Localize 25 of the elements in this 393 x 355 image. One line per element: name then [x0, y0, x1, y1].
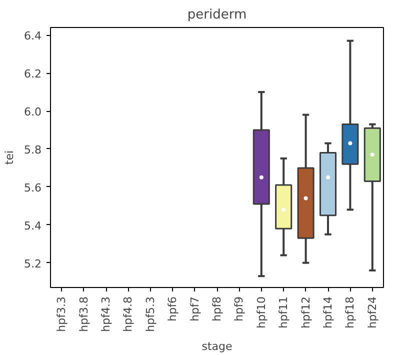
x-axis-title: stage — [202, 340, 232, 353]
x-tick-label: hpf11 — [277, 296, 290, 328]
x-tick-label: hpf9 — [232, 296, 246, 322]
y-axis-title: tei — [3, 150, 16, 165]
x-tick-label: hpf4.8 — [122, 296, 135, 332]
y-tick-label: 6.4 — [24, 30, 42, 43]
x-tick-label: hpf18 — [344, 296, 357, 328]
x-tick-label: hpf24 — [366, 296, 379, 328]
chart-title: periderm — [187, 8, 247, 22]
x-tick-label: hpf12 — [299, 296, 312, 328]
y-tick-label: 5.4 — [24, 219, 42, 232]
x-tick-label: hpf8 — [210, 296, 224, 322]
x-tick-label: hpf6 — [166, 296, 180, 322]
x-tick-label: hpf5.3 — [144, 296, 157, 332]
x-tick-label: hpf3.8 — [77, 296, 90, 332]
y-tick-label: 5.6 — [24, 181, 42, 194]
y-tick-label: 5.2 — [24, 257, 42, 270]
x-tick-label: hpf14 — [322, 296, 334, 328]
x-tick-label: hpf3.3 — [55, 296, 68, 332]
y-tick-label: 5.8 — [24, 143, 42, 156]
x-tick-label: hpf4.3 — [100, 296, 112, 332]
y-tick-label: 6.0 — [24, 106, 42, 119]
x-tick-label: hpf7 — [188, 296, 202, 322]
y-tick-label: 6.2 — [24, 68, 42, 81]
x-tick-label: hpf10 — [254, 296, 268, 328]
